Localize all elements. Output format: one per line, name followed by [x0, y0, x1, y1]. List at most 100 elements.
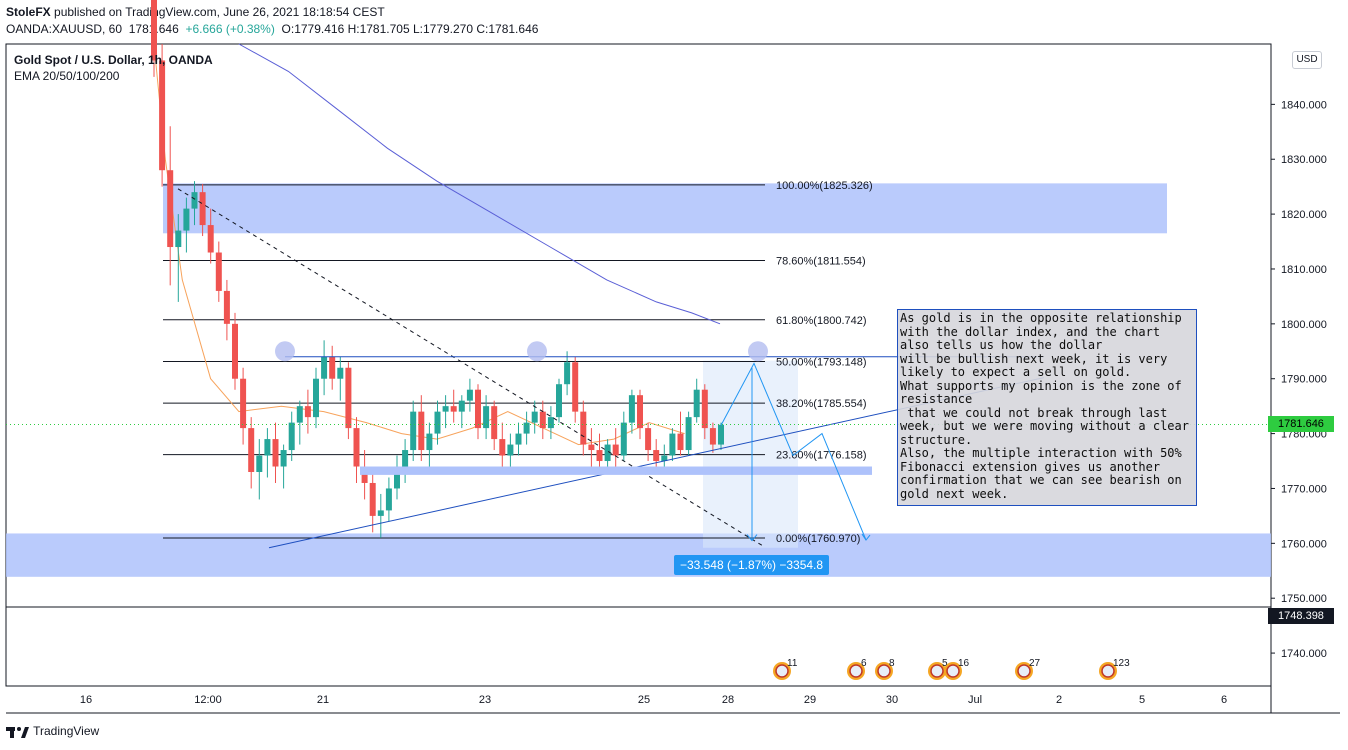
touch-marker [275, 341, 295, 362]
candle-body [313, 378, 319, 418]
idea-note: As gold is in the opposite relationship … [897, 309, 1197, 506]
time-tick-label: 21 [317, 694, 329, 706]
candle-body [264, 439, 271, 456]
price-line-tag: 1748.398 [1268, 608, 1334, 624]
currency-button[interactable]: USD [1292, 51, 1322, 69]
price-range-measure: −33.548 (−1.87%) −3354.8 [674, 555, 829, 575]
ohlc-values: O:1779.416 H:1781.705 L:1779.270 C:1781.… [281, 22, 539, 36]
event-count-label: 11 [787, 658, 798, 669]
candle-body [515, 433, 522, 445]
price-change: +6.666 (+0.38%) [185, 22, 275, 36]
time-tick-label: 5 [1139, 694, 1145, 706]
candle-body [377, 510, 384, 516]
candle-body [507, 444, 514, 456]
candle-body [240, 378, 247, 429]
resistance-zone [163, 183, 1167, 234]
price-tick-label: 1800.000 [1281, 319, 1327, 331]
legend-title: Gold Spot / U.S. Dollar, 1h, OANDA [14, 53, 213, 67]
candle-body [199, 192, 206, 226]
candle-body [580, 411, 587, 445]
publish-info: published on TradingView.com, June 26, 2… [54, 5, 385, 19]
candle-body [175, 230, 182, 248]
tradingview-logo-icon [6, 726, 29, 738]
event-count-label: 6 [861, 658, 867, 669]
price-tick-label: 1760.000 [1281, 538, 1327, 550]
candle-body [151, 0, 157, 61]
time-tick-label: 25 [638, 694, 650, 706]
candle-body [434, 411, 441, 434]
candle-body [531, 411, 538, 423]
symbol: OANDA:XAUUSD, 60 [6, 22, 123, 36]
candle-body [410, 411, 417, 451]
fib-label: 100.00%(1825.326) [776, 180, 873, 192]
candle-body [539, 411, 546, 429]
legend-indicators[interactable]: EMA 20/50/100/200 [14, 69, 120, 83]
candle-body [256, 455, 263, 472]
candle-body [402, 450, 409, 467]
author[interactable]: StoleFX [6, 5, 51, 19]
projected-path-arrow [861, 533, 871, 541]
candle-body [620, 422, 627, 456]
candle-body [499, 439, 506, 456]
candle-body [191, 192, 198, 209]
measure-arrow-head [746, 534, 758, 542]
fib-label: 78.60%(1811.554) [776, 255, 866, 267]
candle-body [483, 406, 490, 429]
time-tick-label: 6 [1221, 694, 1227, 706]
fib-label: 38.20%(1785.554) [776, 398, 867, 410]
us-flag-icon [775, 664, 789, 678]
us-flag-icon [946, 664, 960, 678]
time-tick-label: 2 [1056, 694, 1062, 706]
candle-body [272, 439, 279, 467]
time-tick-label: 23 [479, 694, 491, 706]
time-tick-label: 16 [80, 694, 92, 706]
fib-label: 61.80%(1800.742) [776, 315, 867, 327]
event-count-label: 27 [1029, 658, 1041, 669]
candle-body [426, 433, 433, 451]
candle-body [458, 400, 465, 412]
us-flag-icon [1017, 664, 1031, 678]
candle-body [353, 428, 360, 467]
support-zone [6, 533, 1271, 577]
us-flag-icon [877, 664, 891, 678]
time-tick-label: 30 [886, 694, 898, 706]
ema-line-blue [238, 43, 721, 325]
footer: TradingView [6, 722, 99, 740]
current-price-tag: 1781.646 [1268, 416, 1334, 432]
price-tick-label: 1840.000 [1281, 99, 1327, 111]
fib-label: 0.00%(1760.970) [776, 533, 860, 545]
price-tick-label: 1740.000 [1281, 648, 1327, 660]
chart-legend: Gold Spot / U.S. Dollar, 1h, OANDA EMA 2… [14, 52, 213, 84]
candle-body [304, 406, 311, 418]
support-line-blue [360, 466, 872, 475]
candle-body [661, 455, 668, 462]
candle-body [693, 389, 700, 418]
candle-body [612, 444, 619, 456]
candle-body [466, 389, 473, 401]
candle-body [248, 428, 255, 472]
price-tick-label: 1810.000 [1281, 264, 1327, 276]
event-count-label: 123 [1113, 658, 1130, 669]
candle-body [280, 450, 287, 467]
candle-body [223, 290, 230, 324]
footer-brand[interactable]: TradingView [33, 724, 100, 738]
candle-body [523, 422, 530, 434]
candle-body [709, 428, 716, 445]
candle-body [604, 444, 611, 462]
candle-body [215, 252, 222, 291]
ema-line-orange [153, 43, 685, 446]
candle-body [183, 208, 190, 231]
candle-body [564, 362, 571, 385]
candle-body [418, 411, 425, 451]
candle-body [491, 406, 498, 440]
event-count-label: 5 [942, 658, 948, 669]
time-tick-label: 28 [722, 694, 734, 706]
candle-body [345, 367, 352, 429]
candle-body [547, 417, 554, 429]
candle-body [207, 225, 214, 253]
price-tick-label: 1790.000 [1281, 374, 1327, 386]
candle-body [645, 428, 652, 451]
price-tick-label: 1750.000 [1281, 593, 1327, 605]
candle-body [653, 450, 660, 462]
